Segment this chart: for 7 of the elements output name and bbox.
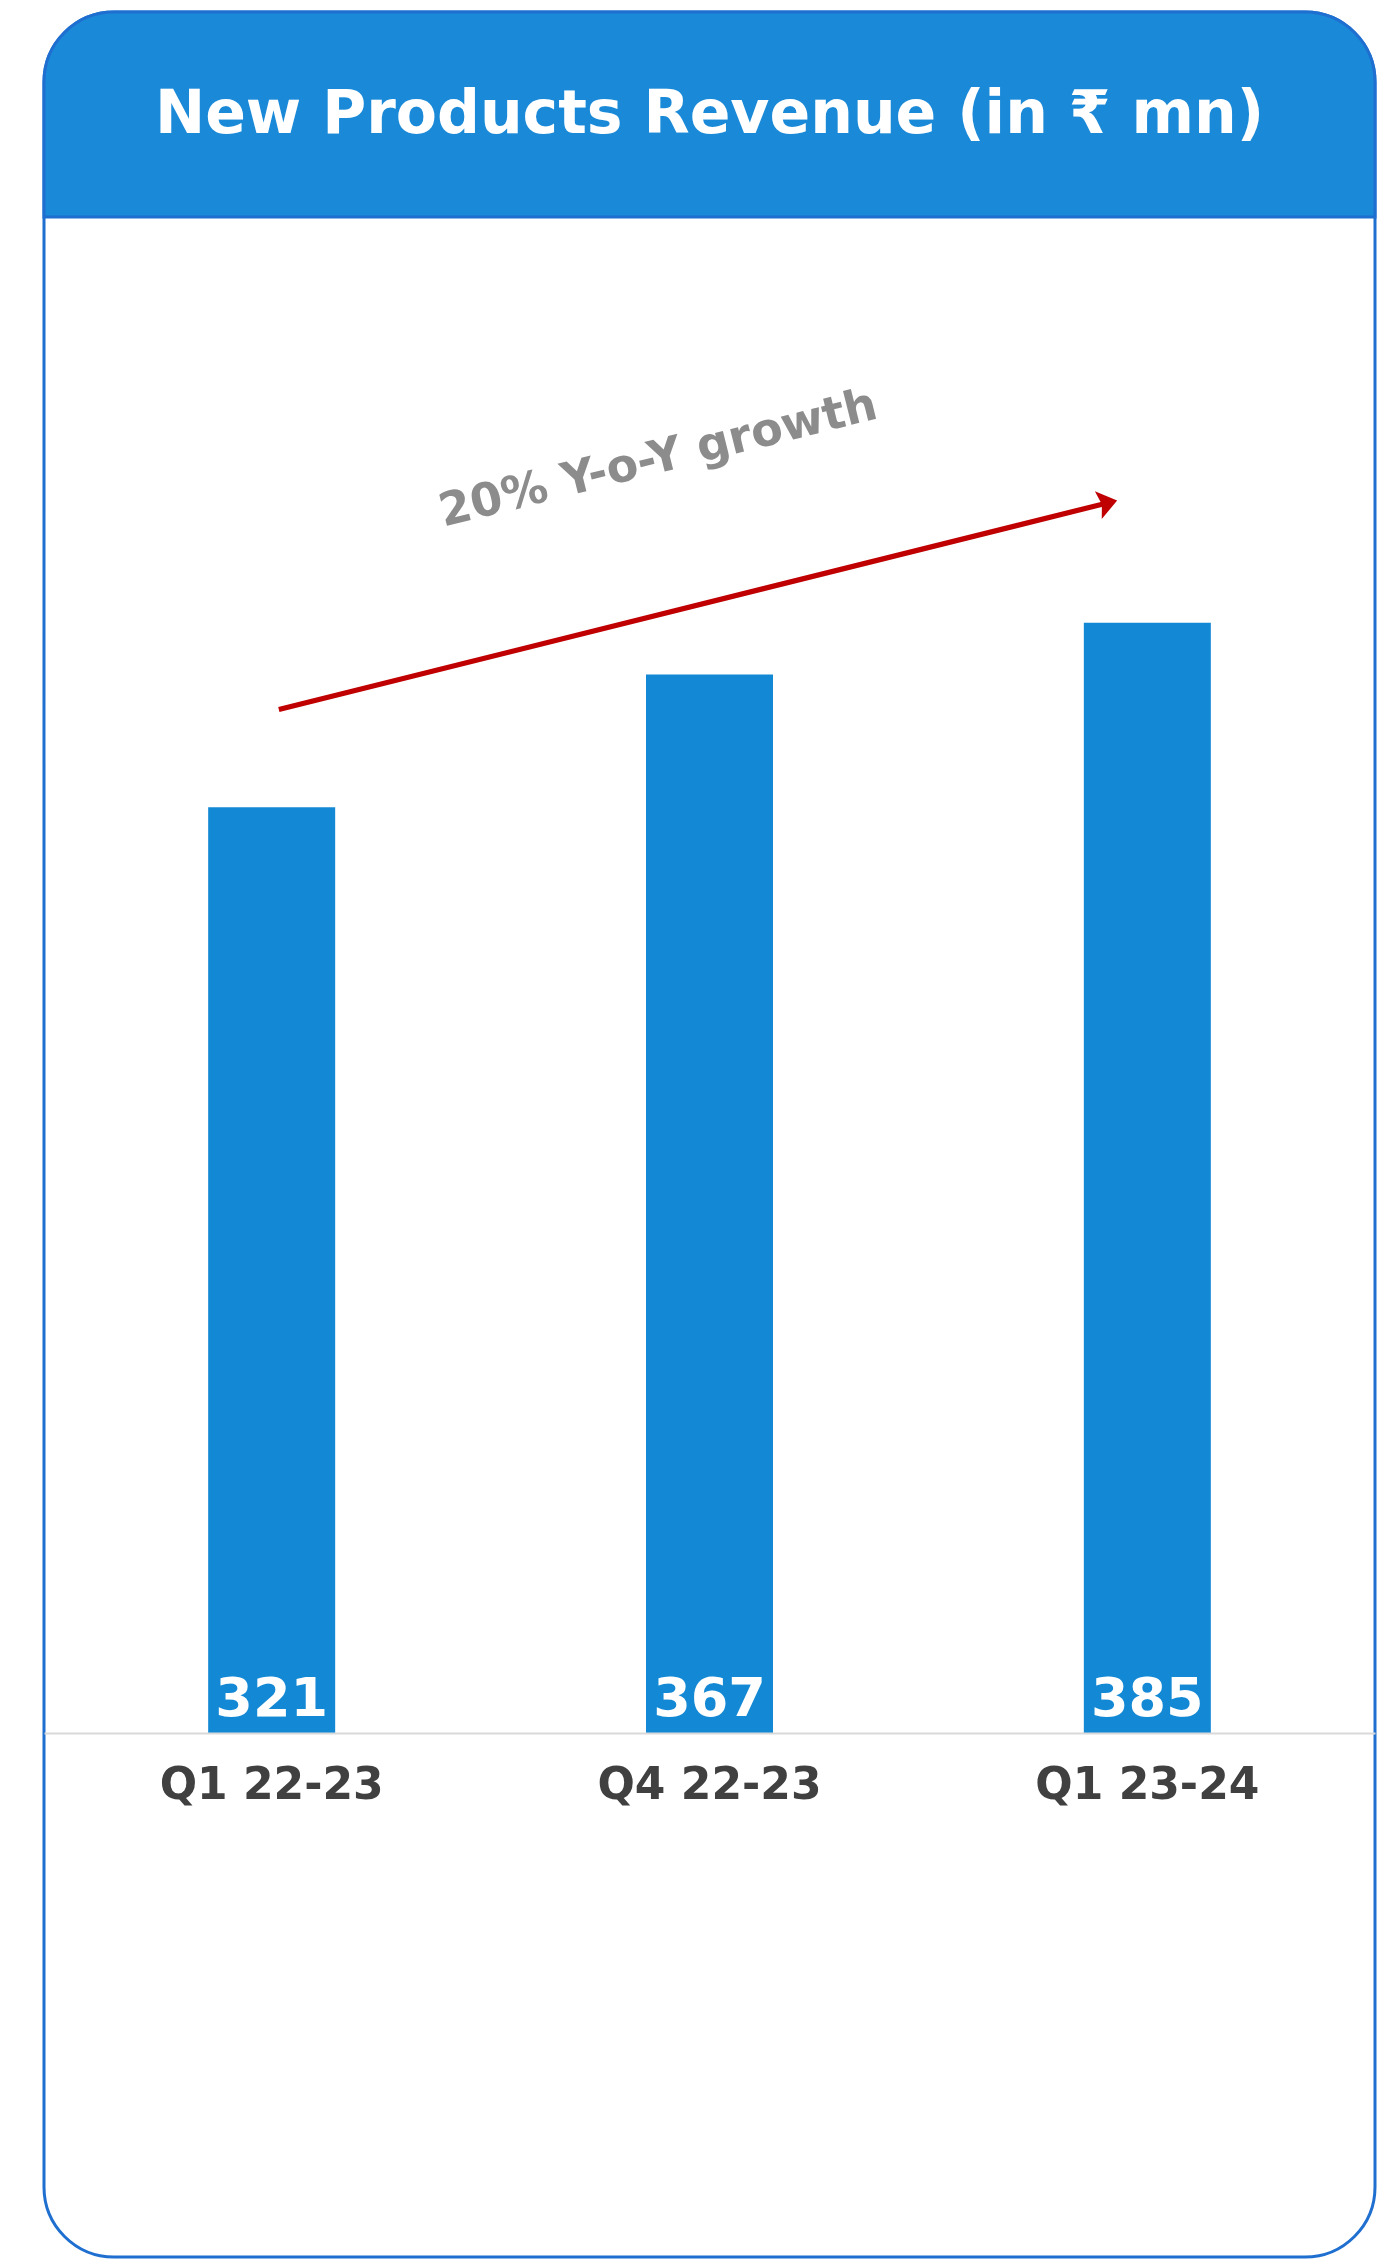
data-label: 367 (653, 1666, 766, 1729)
chart-title: New Products Revenue (in ₹ mn) (154, 76, 1265, 147)
x-tick-label: Q1 23-24 (1035, 1757, 1260, 1809)
data-label: 385 (1090, 1666, 1204, 1729)
x-tick-label: Q1 22-23 (159, 1757, 384, 1809)
data-label: 321 (215, 1666, 329, 1729)
x-tick-label: Q4 22-23 (597, 1757, 822, 1809)
